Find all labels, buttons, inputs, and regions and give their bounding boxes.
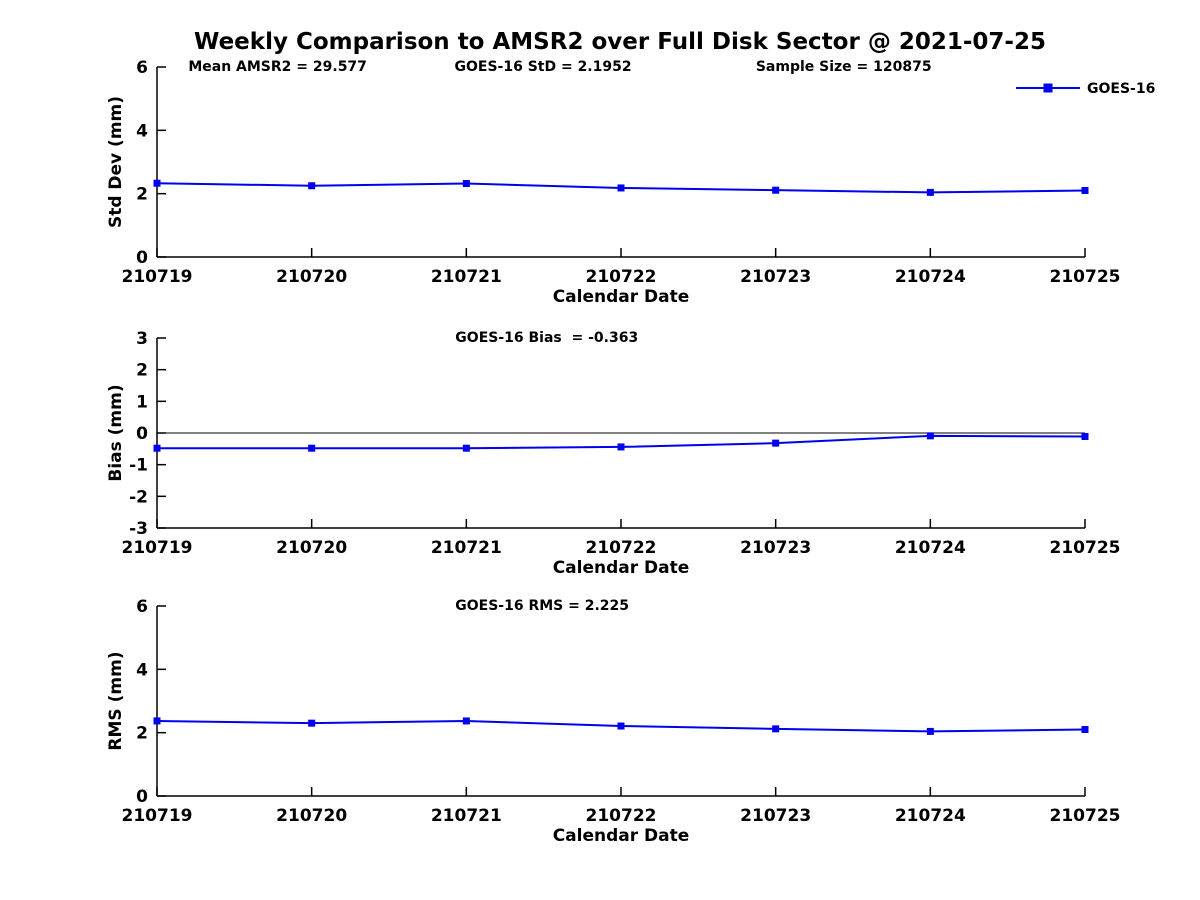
x-tick-label: 210719 <box>122 538 193 558</box>
data-point-marker <box>617 184 625 192</box>
y-tick-label: 0 <box>136 787 148 807</box>
annotation: Sample Size = 120875 <box>756 59 932 75</box>
data-point-marker <box>462 180 470 188</box>
x-axis-label: Calendar Date <box>553 287 690 307</box>
x-tick-label: 210722 <box>586 538 657 558</box>
data-point-marker <box>462 444 470 452</box>
data-point-marker <box>772 439 780 447</box>
x-tick-label: 210719 <box>122 267 193 287</box>
x-tick-label: 210721 <box>431 806 502 826</box>
x-tick-label: 210723 <box>740 806 811 826</box>
data-point-marker <box>308 719 316 727</box>
y-tick-label: 2 <box>136 361 148 381</box>
annotation: GOES-16 Bias = -0.363 <box>455 330 638 346</box>
data-point-marker <box>1081 187 1089 194</box>
data-point-marker <box>308 182 316 190</box>
data-point-marker <box>1081 726 1089 733</box>
data-point-marker <box>153 179 161 187</box>
data-point-marker <box>153 444 161 452</box>
x-axis-label: Calendar Date <box>553 558 690 578</box>
x-tick-label: 210723 <box>740 538 811 558</box>
data-point-marker <box>926 432 934 440</box>
y-tick-label: 3 <box>136 329 148 349</box>
y-tick-label: 0 <box>136 248 148 268</box>
subplot-std-dev: 0 2 4 6 210719 210720 210721 210722 210723 210724… <box>106 58 1155 307</box>
y-tick-label: 4 <box>136 121 148 141</box>
y-axis-label: RMS (mm) <box>106 651 126 750</box>
x-tick-label: 210725 <box>1050 806 1121 826</box>
subplot-bias: -3 -2 -1 0 1 2 3 210719 210720 210721 210722 210723… <box>106 329 1120 578</box>
x-tick-label: 210722 <box>586 267 657 287</box>
x-tick-label: 210720 <box>276 538 347 558</box>
legend: GOES-16 <box>1016 81 1155 97</box>
x-tick-label: 210719 <box>122 806 193 826</box>
x-tick-label: 210722 <box>586 806 657 826</box>
y-tick-label: 0 <box>136 424 148 444</box>
data-point-marker <box>772 725 780 733</box>
annotation: GOES-16 RMS = 2.225 <box>455 598 629 614</box>
y-tick-label: -3 <box>129 519 148 539</box>
x-tick-label: 210721 <box>431 267 502 287</box>
chart-title: Weekly Comparison to AMSR2 over Full Dis… <box>194 29 1046 55</box>
y-tick-label: -1 <box>129 456 148 476</box>
y-tick-label: 1 <box>136 392 148 412</box>
data-point-marker <box>153 717 161 725</box>
y-tick-label: 4 <box>136 660 148 680</box>
x-tick-label: 210725 <box>1050 267 1121 287</box>
x-tick-label: 210720 <box>276 806 347 826</box>
data-point-marker <box>617 443 625 451</box>
x-tick-label: 210724 <box>895 267 966 287</box>
data-point-marker <box>462 717 470 725</box>
legend-label: GOES-16 <box>1087 81 1155 97</box>
y-axis-label: Std Dev (mm) <box>106 96 126 228</box>
data-point-marker <box>926 188 934 196</box>
x-tick-label: 210720 <box>276 267 347 287</box>
data-point-marker <box>308 444 316 452</box>
subplot-rms: 0 2 4 6 210719 210720 210721 210722 210723 210724… <box>106 597 1120 846</box>
y-tick-label: 6 <box>136 597 148 617</box>
x-axis-label: Calendar Date <box>553 826 690 846</box>
y-tick-label: -2 <box>129 487 148 507</box>
x-tick-label: 210723 <box>740 267 811 287</box>
x-tick-label: 210724 <box>895 538 966 558</box>
annotation: Mean AMSR2 = 29.577 <box>188 59 367 75</box>
data-point-marker <box>926 727 934 735</box>
x-tick-label: 210725 <box>1050 538 1121 558</box>
annotation: GOES-16 StD = 2.1952 <box>454 59 631 75</box>
y-tick-label: 2 <box>136 724 148 744</box>
data-point-marker <box>772 186 780 194</box>
x-tick-label: 210724 <box>895 806 966 826</box>
data-point-marker <box>1081 432 1089 440</box>
x-tick-label: 210721 <box>431 538 502 558</box>
y-tick-label: 6 <box>136 58 148 78</box>
legend-marker <box>1043 83 1053 93</box>
data-point-marker <box>617 722 625 730</box>
y-axis-label: Bias (mm) <box>106 384 126 481</box>
y-tick-label: 2 <box>136 185 148 205</box>
